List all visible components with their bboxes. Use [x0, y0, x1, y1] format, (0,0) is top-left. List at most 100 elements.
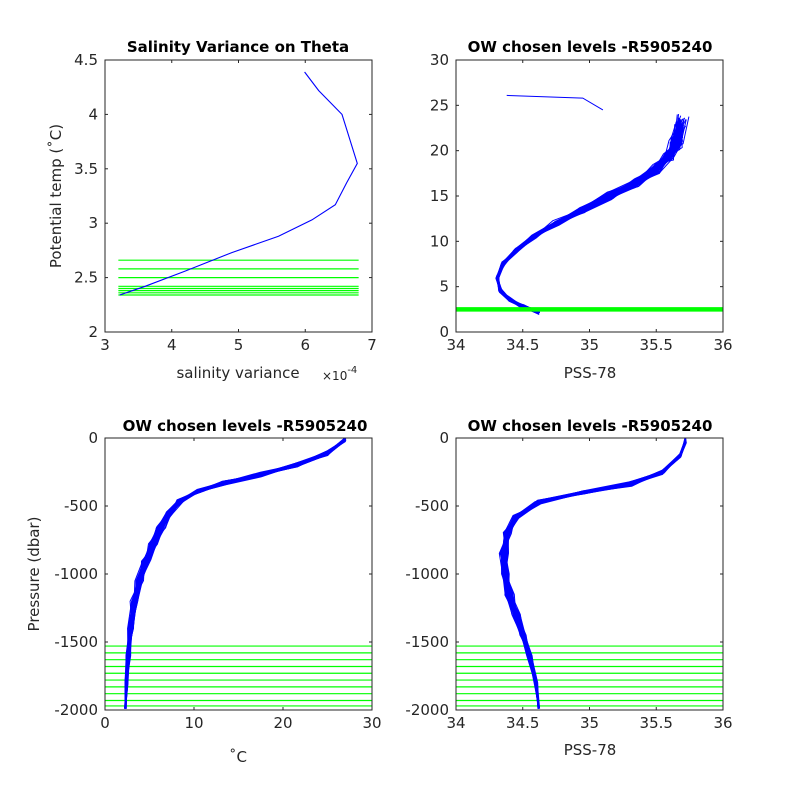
panel-pressure-salinity: 34 34.5 35 35.5 36 -2000 -1500 -1000 -500 0 OW ch…: [405, 417, 732, 759]
x-tick-label: 10: [184, 714, 203, 732]
profile-line: [502, 441, 687, 709]
profile-line: [497, 124, 682, 316]
x-tick-label: 20: [273, 714, 292, 732]
x-axis-label: ˚C: [229, 748, 247, 766]
y-tick-label: 25: [430, 96, 449, 114]
y-tick-label: -500: [415, 497, 449, 515]
profile-line: [497, 122, 678, 312]
x-tick-label: 35: [580, 714, 599, 732]
profile-line: [497, 129, 681, 313]
profile-line: [496, 123, 681, 313]
panel-theta-salinity: 34 34.5 35 35.5 36 0 5 10 15 20 25 30 OW chosen lev…: [430, 38, 733, 382]
x-tick-label: 0: [100, 714, 110, 732]
profile-line: [125, 438, 346, 709]
y-tick-label: 30: [430, 51, 449, 69]
y-tick-label: -1500: [405, 633, 449, 651]
y-tick-label: 20: [430, 142, 449, 160]
profile-line: [500, 440, 687, 709]
variance-curve: [119, 71, 358, 296]
x-tick-label: 5: [234, 336, 244, 354]
y-tick-label: 0: [439, 429, 449, 447]
profile-line: [497, 120, 682, 311]
profile-line: [497, 125, 684, 313]
profile-line: [496, 131, 678, 313]
chosen-level-lines: [456, 307, 723, 312]
chart-title: OW chosen levels -R5905240: [468, 417, 713, 435]
x-exponent-label: ×10-4: [322, 365, 357, 383]
profile-line: [496, 117, 681, 314]
profile-line: [497, 124, 683, 312]
y-tick-label: -2000: [54, 701, 98, 719]
profile-line: [497, 119, 687, 315]
profile-line: [496, 126, 682, 313]
plot-frame: [455, 59, 724, 333]
profile-line: [496, 120, 682, 313]
profile-line: [501, 440, 687, 709]
y-tick-label: 10: [430, 232, 449, 250]
x-tick-label: 36: [713, 336, 732, 354]
profile-line: [496, 122, 679, 312]
chart-title: OW chosen levels -R5905240: [123, 417, 368, 435]
profile-line: [497, 122, 683, 313]
y-tick-label: 4.5: [74, 51, 98, 69]
y-tick-label: -1000: [54, 565, 98, 583]
profile-line: [496, 117, 680, 311]
profile-curves: [124, 437, 347, 709]
profile-line: [495, 121, 680, 313]
profile-line: [496, 124, 685, 314]
x-exponent-base: ×10: [322, 369, 347, 383]
profile-line: [502, 440, 686, 709]
y-tick-label: 0: [88, 429, 98, 447]
profile-line: [497, 126, 678, 314]
profile-line: [501, 439, 686, 709]
x-tick-label: 35.5: [640, 336, 673, 354]
y-tick-label: -1000: [405, 565, 449, 583]
x-tick-label: 34: [446, 714, 465, 732]
profile-line: [500, 441, 687, 709]
profile-line: [497, 119, 681, 313]
profile-line: [501, 439, 687, 709]
profile-line: [497, 121, 680, 311]
chart-title: Salinity Variance on Theta: [127, 38, 349, 56]
profile-line: [497, 123, 682, 312]
profile-line: [496, 121, 681, 314]
profile-line: [497, 121, 680, 312]
profile-line: [497, 120, 682, 313]
axis-ticks: 3 4 5 6 7 2 2.5 3 3.5 4 4.5: [74, 51, 377, 354]
profile-line: [497, 121, 681, 313]
profile-line: [500, 441, 687, 709]
profile-line: [496, 125, 684, 312]
profile-line: [497, 121, 677, 312]
profile-line: [501, 441, 687, 709]
profile-line: [496, 114, 680, 313]
profile-line: [496, 121, 677, 312]
profile-line: [496, 118, 684, 312]
profile-line: [501, 441, 686, 709]
profile-line: [503, 438, 686, 709]
x-exponent-power: -4: [347, 365, 357, 376]
y-tick-label: 15: [430, 187, 449, 205]
profile-line: [497, 124, 676, 312]
profile-line: [496, 128, 680, 312]
profile-line: [506, 94, 604, 111]
x-tick-label: 34.5: [506, 336, 539, 354]
profile-line: [497, 127, 679, 314]
axis-ticks: 0 10 20 30 -2000 -1500 -1000 -500 0: [54, 429, 381, 732]
profile-line: [497, 130, 677, 314]
x-tick-label: 35: [580, 336, 599, 354]
profile-line: [496, 129, 682, 313]
plot-frame: [455, 437, 724, 711]
profile-line: [124, 438, 346, 709]
y-tick-label: -500: [64, 497, 98, 515]
profile-line: [496, 123, 680, 312]
profile-line: [496, 121, 682, 312]
x-tick-label: 7: [367, 336, 377, 354]
y-tick-label: 3: [88, 214, 98, 232]
y-axis-label: Potential temp (˚C): [47, 124, 65, 268]
profile-line: [496, 117, 686, 313]
y-tick-label: -1500: [54, 633, 98, 651]
profile-line: [496, 125, 683, 313]
x-tick-label: 30: [362, 714, 381, 732]
x-tick-label: 34.5: [506, 714, 539, 732]
